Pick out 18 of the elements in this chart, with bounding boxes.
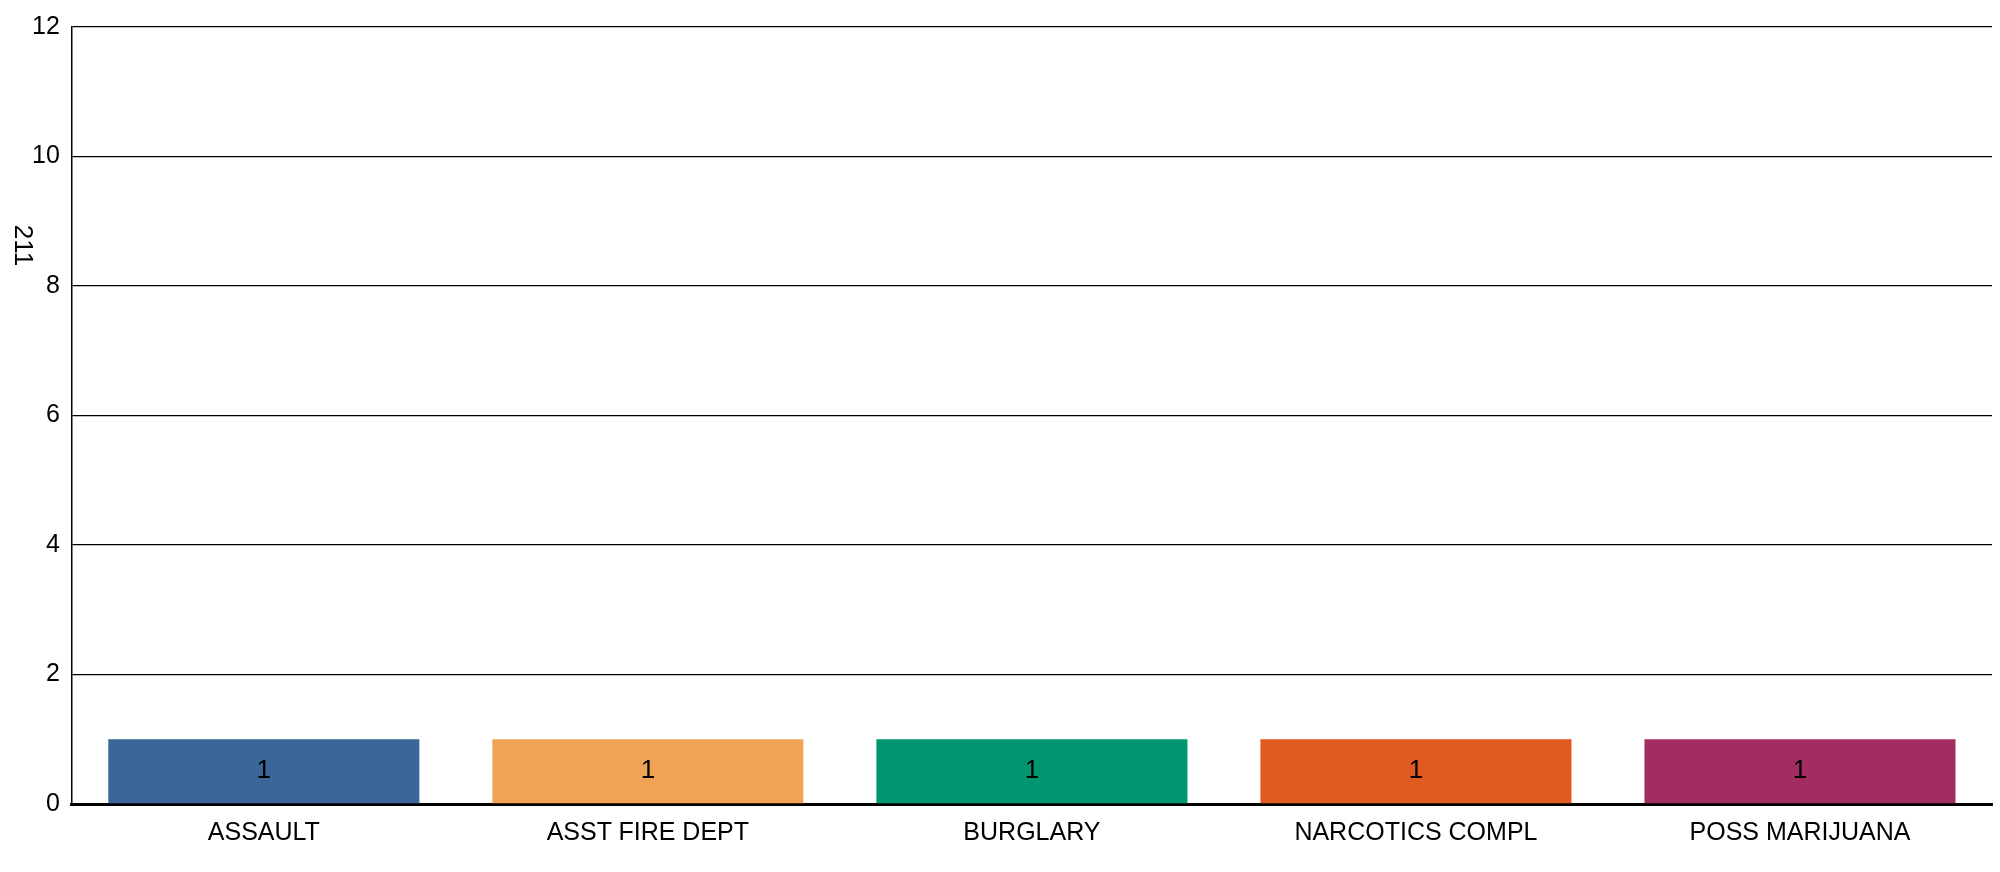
- data-label: 1: [640, 754, 656, 785]
- data-label: 1: [1792, 754, 1808, 785]
- data-label: 1: [1024, 754, 1040, 785]
- x-tick-label: BURGLARY: [963, 816, 1101, 845]
- x-tick-label: ASSAULT: [207, 816, 320, 845]
- y-tick-label: 8: [45, 269, 60, 298]
- x-tick-label: NARCOTICS COMPL: [1294, 816, 1538, 845]
- x-tick-label: ASST FIRE DEPT: [546, 816, 750, 845]
- data-label: 1: [256, 754, 272, 785]
- data-label: 1: [1408, 754, 1424, 785]
- y-tick-label: 6: [45, 399, 60, 428]
- y-tick-label: 10: [32, 140, 60, 169]
- y-tick-label: 0: [45, 787, 60, 816]
- y-tick-label: 4: [45, 528, 60, 557]
- y-axis-title: 211: [8, 224, 39, 267]
- x-tick-label: POSS MARIJUANA: [1689, 816, 1911, 845]
- y-tick-label: 12: [32, 10, 60, 39]
- y-tick-label: 2: [45, 658, 60, 687]
